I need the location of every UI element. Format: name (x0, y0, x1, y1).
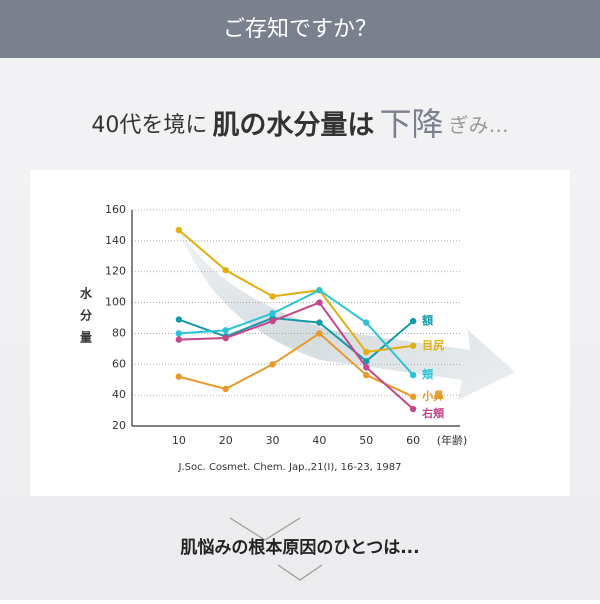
series-label: 頬 (422, 367, 434, 381)
data-point (175, 316, 183, 323)
series-label: 目尻 (422, 339, 444, 352)
y-tick-label: 20 (112, 419, 126, 432)
headline-part: 40代を境に (91, 113, 207, 138)
x-tick-label: 50 (359, 434, 373, 447)
data-point (363, 319, 370, 326)
data-point (363, 364, 370, 371)
data-point (409, 371, 417, 379)
data-point (316, 319, 323, 326)
y-tick-label: 60 (112, 357, 126, 370)
banner (0, 0, 600, 58)
chevron (277, 564, 323, 581)
data-point (316, 299, 323, 306)
series-line (178, 229, 414, 354)
y-tick-label: 100 (105, 296, 126, 309)
banner-text: ご存知ですか？ (223, 17, 377, 42)
data-point (409, 317, 417, 325)
data-point (316, 330, 323, 337)
x-tick-label: 40 (312, 434, 326, 447)
y-tick-label: 160 (105, 203, 126, 216)
series-line (178, 289, 414, 376)
data-point (222, 266, 229, 274)
data-point (363, 371, 370, 379)
series-label: 額 (421, 313, 433, 327)
headline-part: 下降 (380, 105, 444, 143)
headline: 40代を境に 肌の水分量は 下降 ぎみ… (91, 105, 508, 143)
series-line (178, 332, 414, 398)
x-tick-label: 30 (266, 434, 280, 447)
x-tick-label: 10 (172, 434, 186, 447)
series-line (178, 316, 414, 363)
data-point (269, 293, 276, 300)
data-point (409, 342, 417, 349)
x-tick-label: 60 (406, 434, 420, 447)
y-tick-label: 120 (105, 265, 126, 278)
series-label: 小鼻 (421, 389, 444, 403)
headline-part: 肌の水分量は (212, 110, 374, 141)
data-point (175, 373, 183, 380)
data-point (363, 358, 370, 365)
data-point (222, 334, 229, 342)
y-tick-label: 40 (112, 388, 126, 401)
data-point (269, 317, 276, 325)
data-point (175, 330, 183, 337)
headline-part: ぎみ… (449, 113, 509, 137)
data-point (409, 393, 417, 400)
data-point (175, 336, 183, 343)
y-tick-label: 80 (112, 326, 126, 339)
data-point (316, 287, 323, 294)
chevron (229, 517, 301, 541)
data-point (409, 405, 417, 413)
data-point (363, 348, 370, 356)
y-tick-label: 140 (105, 234, 126, 247)
series-line (178, 301, 414, 410)
data-point (222, 385, 229, 393)
data-point (222, 327, 229, 334)
data-point (175, 226, 183, 234)
trend-arrow (175, 220, 515, 400)
data-point (269, 310, 276, 317)
data-point (269, 361, 276, 368)
footer-text: 肌悩みの根本原因のひとつは... (180, 537, 419, 558)
y-axis-label: 水分量 (79, 286, 93, 353)
x-axis-label: (年齢) (437, 433, 468, 447)
x-tick-label: 20 (219, 434, 233, 447)
source: J.Soc. Cosmet. Chem. Jap.,21(Ⅰ), 16-23, … (178, 462, 402, 473)
series-label: 右頬 (421, 406, 445, 420)
